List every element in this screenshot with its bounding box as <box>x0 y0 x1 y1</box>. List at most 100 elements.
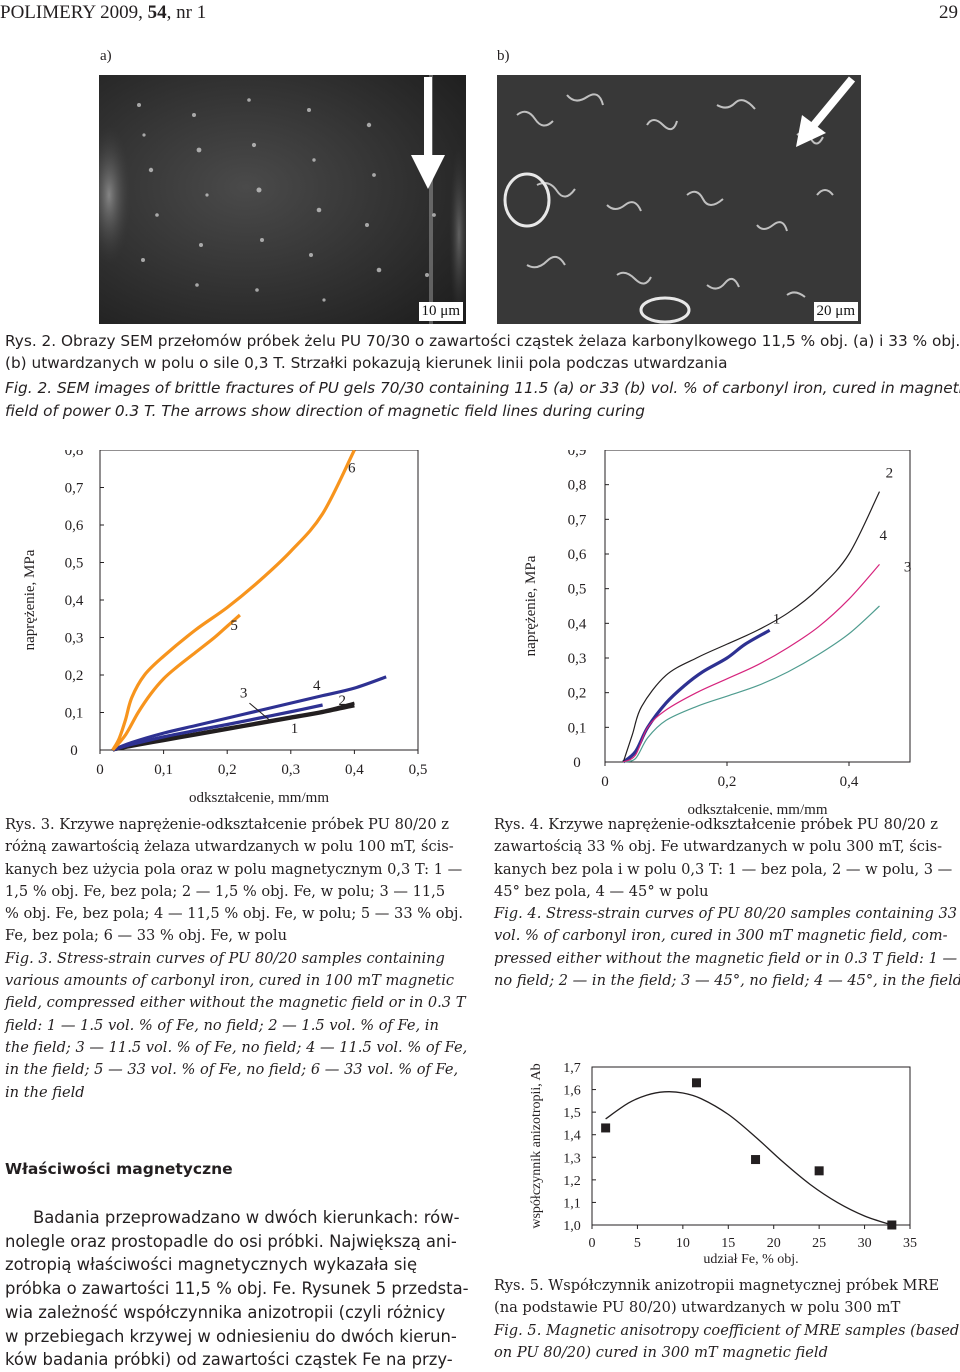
fig3-caption-pl-3: kanych bez użycia pola oraz w polu magne… <box>5 860 463 878</box>
f3-xtick-label: 0 <box>96 762 104 778</box>
fig3-series-label-5: 5 <box>230 618 238 634</box>
f5-xtick-label: 35 <box>903 1236 917 1251</box>
f3-ytick-label: 0,4 <box>65 593 84 609</box>
f4-xtick-label: 0,4 <box>840 774 859 790</box>
fig3-series-2 <box>112 701 355 752</box>
fig4-caption-en-1: Fig. 4. Stress-strain curves of PU 80/20… <box>494 905 958 923</box>
f3-xtick-label: 0,2 <box>218 762 237 778</box>
f4-xaxis-title: odkształcenie, mm/mm <box>688 802 828 815</box>
f5-ytick-label: 1,6 <box>563 1084 581 1099</box>
f4-ytick-label: 0,3 <box>568 651 587 667</box>
fig4-caption-pl-3: kanych bez pola i w polu 0,3 T: 1 — bez … <box>494 860 953 878</box>
f5-xtick-label: 15 <box>721 1236 735 1251</box>
fig2-caption-pl-1: Rys. 2. Obrazy SEM przełomów próbek żelu… <box>5 332 960 350</box>
section-heading: Właściwości magnetyczne <box>5 1160 233 1178</box>
f4-xtick-label: 0,2 <box>718 774 737 790</box>
f5-ytick-label: 1,7 <box>563 1061 581 1076</box>
sem-image-a: 10 μm <box>99 75 466 324</box>
journal-issue: , nr 1 <box>166 2 207 23</box>
f3-xtick-label: 0,3 <box>281 762 300 778</box>
f4-ytick-label: 0,9 <box>568 450 587 459</box>
body-line-3: zotropią właściwości magnetycznych wykaz… <box>5 1255 418 1275</box>
f5-xtick-label: 30 <box>858 1236 872 1251</box>
fig3-caption-en-2: various amounts of carbonyl iron, cured … <box>5 972 455 990</box>
fig4-series-label-1: 1 <box>773 611 781 627</box>
fig4-series-2 <box>622 491 881 763</box>
fig4-caption-pl-4: 45° bez pola, 4 — 45° w polu <box>494 882 709 900</box>
fig4-series-label-4: 4 <box>880 528 888 544</box>
sem-image-b: 20 μm <box>497 75 861 324</box>
fig3-series-label-3: 3 <box>240 686 248 702</box>
f3-ytick-label: 0,1 <box>65 706 84 722</box>
f5-ytick-label: 1,4 <box>563 1129 581 1144</box>
f5-ytick-label: 1,1 <box>563 1196 581 1211</box>
fig3-chart: 0 0,1 0,2 0,3 0,4 0,5 0,6 0,7 0,8 0 0,1 0,2 0,3 0,4 0,… <box>22 450 428 806</box>
fig3-label-leader <box>249 702 273 723</box>
fig3-caption-en-1: Fig. 3. Stress-strain curves of PU 80/20… <box>5 949 445 967</box>
f3-xtick-label: 0,4 <box>345 762 364 778</box>
fig3-series-4 <box>112 675 387 752</box>
body-line-5: wia zależność współczynnika anizotropii … <box>5 1302 446 1322</box>
fig2-caption-en-2: field of power 0.3 T. The arrows show di… <box>5 402 645 420</box>
f4-ytick-label: 0,5 <box>568 582 587 598</box>
fig3-series-6 <box>111 450 356 751</box>
fig5-chart: 1,0 1,1 1,2 1,3 1,4 1,5 1,6 1,7 0 5 10 15 20 25 30 35 ud… <box>530 1061 917 1267</box>
f4-ytick-label: 0,1 <box>568 720 587 736</box>
f3-ytick-label: 0,8 <box>65 450 84 459</box>
f3-xaxis-title: odkształcenie, mm/mm <box>189 790 329 806</box>
f3-ytick-label: 0,7 <box>65 481 84 497</box>
body-line-4: próbka o zawartości 11,5 % obj. Fe. Rysu… <box>5 1279 469 1299</box>
field-arrow-a <box>411 77 445 189</box>
f3-yaxis-title: naprężenie, MPa <box>22 549 38 650</box>
scale-bar-a: 10 μm <box>418 302 463 321</box>
f3-xtick-label: 0,1 <box>154 762 173 778</box>
fig4-caption-en-2: vol. % of carbonyl iron, cured in 300 mT… <box>494 927 948 945</box>
f5-xtick-label: 10 <box>676 1236 690 1251</box>
f5-xtick-label: 20 <box>767 1236 781 1251</box>
fig3-caption-pl-2: różną zawartością żelaza utwardzanych w … <box>5 838 454 856</box>
fig2-caption-pl-2: (b) utwardzanych w polu o sile 0,3 T. St… <box>5 354 728 372</box>
f4-ytick-label: 0,6 <box>568 547 587 563</box>
fig3-caption-en-6: in the field; 5 — 33 vol. % of Fe, no fi… <box>5 1061 459 1079</box>
f4-ytick-label: 0 <box>573 755 581 771</box>
fig4-caption-pl-1: Rys. 4. Krzywe naprężenie-odkształcenie … <box>494 816 938 833</box>
fig3-caption-pl-1: Rys. 3. Krzywe naprężenie-odkształcenie … <box>5 816 449 833</box>
fig4-series-1 <box>622 628 771 764</box>
fig5-data-point <box>691 1078 701 1088</box>
panel-label-a: a) <box>100 48 112 64</box>
f3-frame <box>99 450 419 751</box>
fig4-series-label-3: 3 <box>904 559 912 575</box>
fig3-caption-en-5: the field; 3 — 11.5 vol. % of Fe, no fie… <box>5 1038 468 1056</box>
fig5-caption-en-2: on PU 80/20) cured in 300 mT magnetic fi… <box>494 1343 828 1361</box>
fig3-series-label-2: 2 <box>339 693 347 709</box>
fig4-chart: 0 0,1 0,2 0,3 0,4 0,5 0,6 0,7 0,8 0,9 0 0,2 0,4 odksz… <box>523 450 912 815</box>
f5-yaxis-title: współczynnik anizotropii, Ab <box>530 1063 544 1228</box>
f4-ytick-label: 0,7 <box>568 512 587 528</box>
fig4-series-3 <box>623 605 880 763</box>
scale-bar-b: 20 μm <box>813 302 858 321</box>
fig3-series-5 <box>111 613 241 752</box>
fig3-caption-en-7: in the field <box>5 1083 85 1101</box>
field-arrow-b <box>796 76 856 147</box>
body-line-2: nolegle oraz prostopadle do osi próbki. … <box>5 1231 457 1251</box>
f5-xtick-label: 0 <box>589 1236 596 1251</box>
fig5-caption-en-1: Fig. 5. Magnetic anisotropy coefficient … <box>494 1321 960 1339</box>
fig5-data-point <box>751 1155 761 1165</box>
f5-ytick-label: 1,5 <box>563 1106 581 1121</box>
f5-xtick-label: 25 <box>812 1236 826 1251</box>
fig3-series-label-4: 4 <box>313 678 321 694</box>
f4-ytick-label: 0,2 <box>568 686 587 702</box>
fig3-series-3 <box>112 703 323 752</box>
page-number: 29 <box>939 2 958 23</box>
f5-frame <box>591 1066 911 1226</box>
fig3-caption-pl-5: % obj. Fe, bez pola; 4 — 11,5 % obj. Fe,… <box>5 905 464 923</box>
fig5-data-point <box>887 1220 897 1230</box>
f4-ytick-label: 0,8 <box>568 478 587 494</box>
f5-ytick-label: 1,3 <box>563 1151 581 1166</box>
f4-yaxis-title: naprężenie, MPa <box>523 555 539 656</box>
fig3-caption-pl-4: 1,5 % obj. Fe, bez pola; 2 — 1,5 % obj. … <box>5 882 446 900</box>
fig5-trend-curve <box>605 1091 893 1226</box>
f4-ytick-label: 0,4 <box>568 616 587 632</box>
f3-xtick-label: 0,5 <box>409 762 428 778</box>
body-line-1: Badania przeprowadzano w dwóch kierunkac… <box>33 1208 460 1227</box>
